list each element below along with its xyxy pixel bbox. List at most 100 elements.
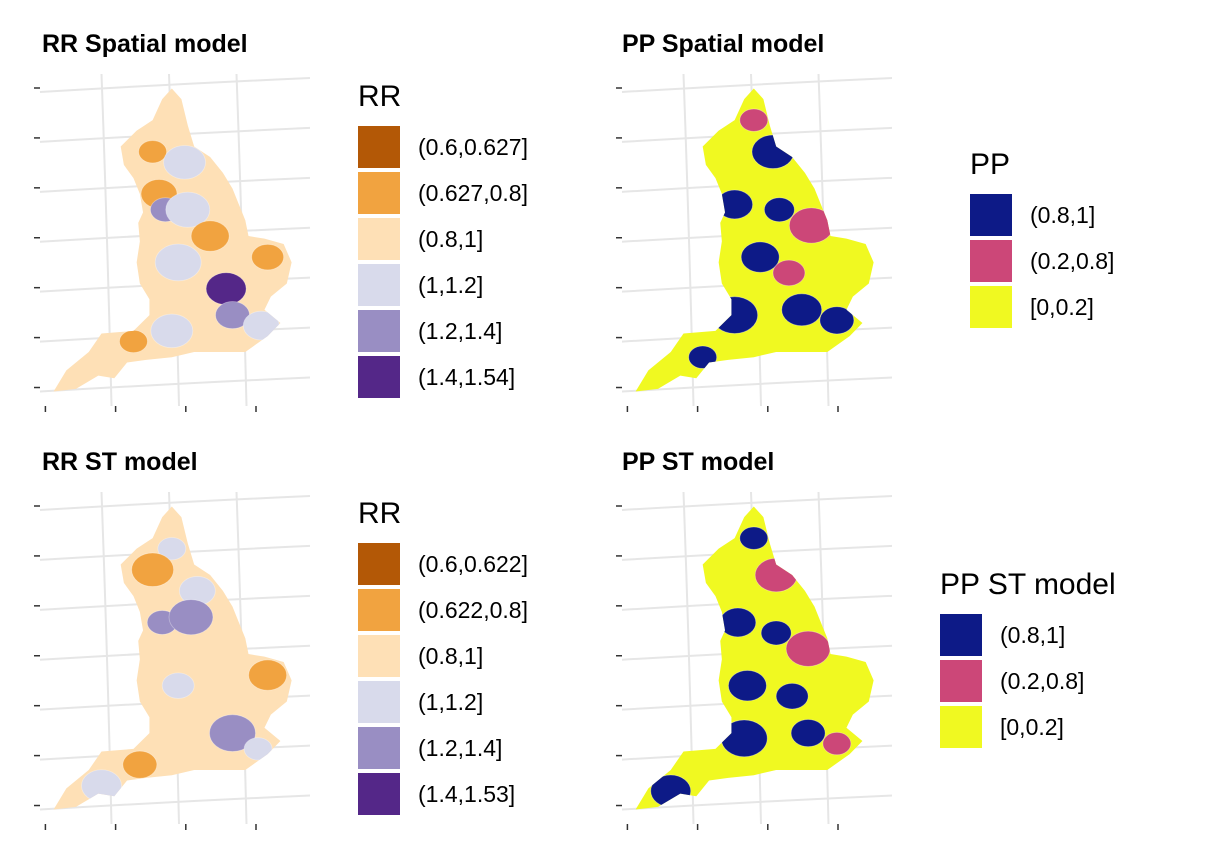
legend-label: (0.2,0.8] [1000,667,1085,694]
map-rr-st [34,491,311,830]
legend-swatch [940,614,982,656]
region-3 [763,197,795,223]
region-10 [822,732,852,756]
legend-swatch [970,240,1012,282]
region-layer [119,140,285,354]
axis-ticks [616,505,839,830]
legend-label: (0.622,0.8] [418,596,528,623]
legend-swatch [358,264,400,306]
legend-rr-st: RR (0.6,0.622] (0.622,0.8] (0.8,1] (1,1.2] (… [358,497,528,817]
legend-item: [0,0.2] [940,704,1116,750]
legend-item: (0.8,1] [970,192,1114,238]
legend-item: (0.6,0.627] [358,124,528,170]
legend-swatch [358,310,400,352]
region-11 [150,313,194,349]
legend-item: (0.6,0.622] [358,541,528,587]
legend-swatch [358,218,400,260]
region-5 [728,670,767,702]
legend-label: (1.4,1.53] [418,780,516,807]
panel-title-pp-st: PP ST model [622,448,775,476]
legend-swatch [940,660,982,702]
region-0 [138,140,168,164]
legend-title: RR [358,80,402,113]
region-8 [81,769,122,803]
legend-swatch [358,681,400,723]
graticule-line [39,794,311,811]
legend-title: PP [970,148,1011,181]
legend-rr-spatial: RR (0.6,0.627] (0.627,0.8] (0.8,1] (1,1.2] (… [358,80,528,400]
region-1 [163,145,206,180]
region-6 [161,672,195,699]
legend-label: (0.8,1] [1000,621,1066,648]
region-7 [720,719,768,758]
legend-label: (1.4,1.54] [418,363,516,390]
legend-item: (1.4,1.53] [358,771,528,817]
region-5 [740,241,780,273]
graticule-line [39,77,311,93]
legend-item: (0.8,1] [358,633,528,679]
legend-item: (0.2,0.8] [940,658,1116,704]
legend-item: (0.622,0.8] [358,587,528,633]
region-12 [242,310,280,341]
legend-item: [0,0.2] [970,284,1114,330]
region-1 [754,557,798,593]
legend-label: (0.2,0.8] [1030,247,1115,274]
graticule-line [621,495,893,511]
legend-swatch [358,773,400,815]
region-2 [716,189,754,220]
legend-swatch [358,356,400,398]
graticule-line [39,376,311,393]
region-1 [751,134,795,169]
legend-pp-spatial: PP (0.8,1] (0.2,0.8] [0,0.2] [970,148,1114,330]
region-5 [190,220,230,252]
legend-item: (0.8,1] [940,612,1116,658]
legend-swatch [358,543,400,585]
region-6 [772,259,806,287]
region-5 [248,659,288,691]
region-0 [739,526,769,550]
region-7 [711,296,759,334]
legend-label: (1.2,1.4] [418,317,503,344]
legend-swatch [358,589,400,631]
map-rr-spatial [34,73,311,412]
region-4 [785,630,831,667]
legend-label: (0.6,0.622] [418,550,528,577]
axis-ticks [34,87,257,412]
region-9 [122,750,158,779]
region-8 [205,272,247,306]
graticule-line [621,77,893,93]
region-4 [788,207,834,244]
graticule-line [621,376,893,393]
region-10 [688,345,718,369]
map-pp-st [616,491,893,830]
legend-label: (0.8,1] [418,225,484,252]
legend-swatch [940,706,982,748]
legend-label: (1,1.2] [418,688,484,715]
region-10 [119,329,148,354]
region-8 [650,774,692,808]
legend-pp-st: PP ST model (0.8,1] (0.2,0.8] [0,0.2] [940,568,1116,750]
graticule-line [621,794,893,811]
axis-ticks [34,505,257,830]
legend-label: (0.627,0.8] [418,179,528,206]
legend-item: (1,1.2] [358,679,528,725]
legend-title: PP ST model [940,568,1116,601]
region-10 [243,737,273,761]
legend-label: (0.8,1] [1030,201,1096,228]
region-layer [81,537,288,803]
legend-title: RR [358,497,402,530]
legend-label: (1.2,1.4] [418,734,503,761]
legend-item: (0.627,0.8] [358,170,528,216]
region-2 [719,607,757,638]
panel-title-pp-spatial: PP Spatial model [622,30,825,58]
map-pp-spatial [616,73,893,412]
legend-label: (0.6,0.627] [418,133,528,160]
legend-swatch [358,126,400,168]
legend-label: (0.8,1] [418,642,484,669]
graticule-line [39,495,311,511]
legend-item: (1,1.2] [358,262,528,308]
region-4 [165,191,211,228]
region-3 [760,620,792,646]
legend-swatch [970,286,1012,328]
legend-item: (1.4,1.54] [358,354,528,400]
